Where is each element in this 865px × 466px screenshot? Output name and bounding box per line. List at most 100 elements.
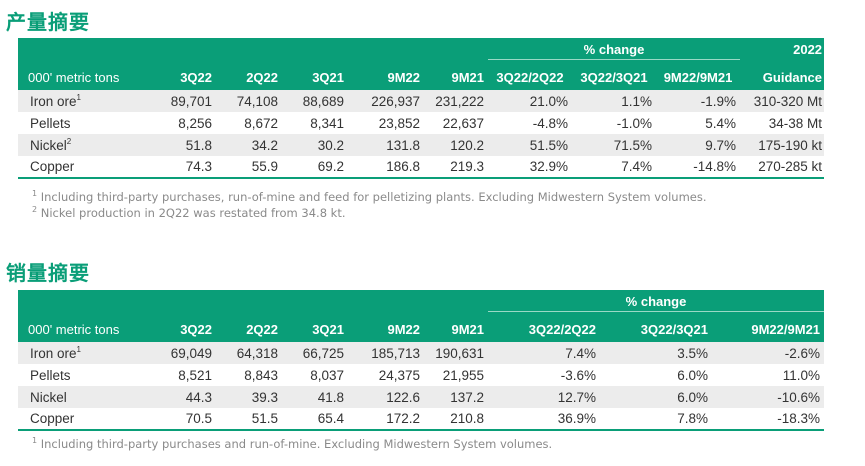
table-cell: 21.0% [488,90,572,112]
guidance-cell: 270-285 kt [740,156,825,179]
table-cell: 44.3 [158,386,216,408]
table-cell: 3.5% [600,342,712,364]
table-cell: -3.6% [560,367,596,383]
col-header-3q21: 3Q21 [312,322,344,337]
table-cell: 88,689 [282,90,348,112]
col-header-2q22: 2Q22 [246,70,278,85]
table-cell: 23,852 [378,115,420,131]
sales-summary-table: % change 000' metric tons 3Q22 2Q22 3Q21… [18,290,825,431]
sales-header-row: 000' metric tons 3Q22 2Q22 3Q21 9M22 9M2… [18,311,825,342]
table-cell: 51.5% [488,134,572,156]
table-cell: 8,037 [310,367,344,383]
table-cell: 122.6 [348,386,424,408]
sales-pct-change-label: % change [488,290,825,312]
row-label: Iron ore1 [18,90,158,112]
table-row: Iron ore1 89,701 74,108 88,689 226,937 2… [18,90,825,112]
table-cell: -18.3% [712,408,825,431]
table-cell: -1.9% [656,90,741,112]
table-cell: -2.6% [712,342,825,364]
table-cell: 74,108 [216,90,282,112]
table-cell: 36.9% [488,408,600,431]
table-row: Copper 74.3 55.9 69.2 186.8 219.3 32.9% … [18,156,825,179]
table-cell: 9.7% [656,134,741,156]
table-cell: 51.8 [158,134,216,156]
row-label: Copper [18,156,158,179]
table-cell: 89,701 [158,90,216,112]
table-cell: 1.1% [572,90,656,112]
guidance-cell: 175-190 kt [740,134,825,156]
table-cell: 7.4% [488,342,600,364]
table-cell: 120.2 [424,134,488,156]
table-cell: 11.0% [782,367,821,383]
table-cell: 39.3 [216,386,282,408]
production-header-row: 000' metric tons 3Q22 2Q22 3Q21 9M22 9M2… [18,59,825,90]
production-pct-change-label: % change [488,38,741,60]
sales-unit-label: 000' metric tons [28,322,120,337]
table-cell: 55.9 [216,156,282,179]
col-header-guidance: Guidance [762,70,823,85]
table-cell: 231,222 [424,90,488,112]
table-cell: 24,375 [378,367,420,383]
col-header-9m22: 9M22 [387,322,420,337]
table-row: Pellets 8,521 8,843 8,037 24,375 21,955 … [18,364,824,386]
table-cell: 185,713 [348,342,424,364]
table-cell: 71.5% [572,134,656,156]
col-header-3q22: 3Q22 [180,322,212,337]
col-header-2q22: 2Q22 [246,322,278,337]
production-header-group-row: % change 2022 [18,38,825,60]
table-cell: 8,843 [244,367,278,383]
col-header-3q22-vs-2q22: 3Q22/2Q22 [496,70,564,85]
table-cell: 190,631 [424,342,488,364]
guidance-cell: 34-38 Mt [768,115,823,131]
table-cell: 8,256 [178,115,212,131]
table-cell: 22,637 [442,115,484,131]
table-row: Pellets 8,256 8,672 8,341 23,852 22,637 … [18,112,824,134]
table-row: Nickel 44.3 39.3 41.8 122.6 137.2 12.7% … [18,386,825,408]
table-cell: 66,725 [282,342,348,364]
table-row: Nickel2 51.8 34.2 30.2 131.8 120.2 51.5%… [18,134,825,156]
table-cell: 12.7% [488,386,600,408]
table-cell: 51.5 [216,408,282,431]
production-footnote-1: 1 Including third-party purchases, run-o… [32,189,707,204]
table-cell: 6.0% [600,386,712,408]
table-cell: 5.4% [705,115,737,131]
table-cell: 69,049 [158,342,216,364]
production-unit-label: 000' metric tons [28,70,120,85]
table-cell: 131.8 [348,134,424,156]
col-header-3q21: 3Q21 [312,70,344,85]
col-header-9m22-vs-9m21: 9M22/9M21 [663,70,733,85]
guidance-cell: 310-320 Mt [740,90,825,112]
table-row: Copper 70.5 51.5 65.4 172.2 210.8 36.9% … [18,408,825,431]
table-cell: 219.3 [424,156,488,179]
col-header-9m21: 9M21 [451,70,484,85]
sales-header-group-row: % change [18,290,825,312]
table-cell: 137.2 [424,386,488,408]
table-cell: 186.8 [348,156,424,179]
row-label: Nickel [18,386,158,408]
table-cell: 6.0% [677,367,708,383]
table-cell: -10.6% [712,386,825,408]
table-cell: 41.8 [282,386,348,408]
col-header-9m22-vs-9m21: 9M22/9M21 [751,322,821,337]
sales-footnote-1: 1 Including third-party purchases and ru… [32,436,553,451]
table-cell: 210.8 [424,408,488,431]
production-summary-table: % change 2022 000' metric tons 3Q22 2Q22… [18,38,825,179]
table-cell: 8,521 [178,367,212,383]
table-cell: -14.8% [656,156,741,179]
table-cell: 69.2 [282,156,348,179]
row-label: Nickel2 [18,134,158,156]
table-cell: 32.9% [488,156,572,179]
table-cell: 172.2 [348,408,424,431]
table-cell: -1.0% [616,115,652,131]
row-label: Copper [18,408,158,431]
production-guidance-year: 2022 [793,42,823,57]
row-label: Pellets [30,115,71,131]
table-cell: 226,937 [348,90,424,112]
table-cell: 34.2 [216,134,282,156]
table-cell: 74.3 [158,156,216,179]
table-cell: 8,672 [244,115,278,131]
row-label: Pellets [30,367,71,383]
col-header-9m22: 9M22 [387,70,420,85]
sales-section-title: 销量摘要 [6,261,90,285]
table-cell: -4.8% [532,115,568,131]
